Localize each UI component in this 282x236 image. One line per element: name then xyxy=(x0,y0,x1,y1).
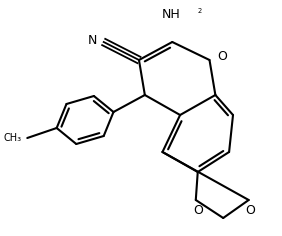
Text: NH: NH xyxy=(161,8,180,21)
Text: N: N xyxy=(87,34,97,46)
Text: CH₃: CH₃ xyxy=(3,133,21,143)
Text: $_2$: $_2$ xyxy=(197,6,202,16)
Text: O: O xyxy=(193,203,203,216)
Text: O: O xyxy=(217,50,227,63)
Text: O: O xyxy=(246,203,255,216)
